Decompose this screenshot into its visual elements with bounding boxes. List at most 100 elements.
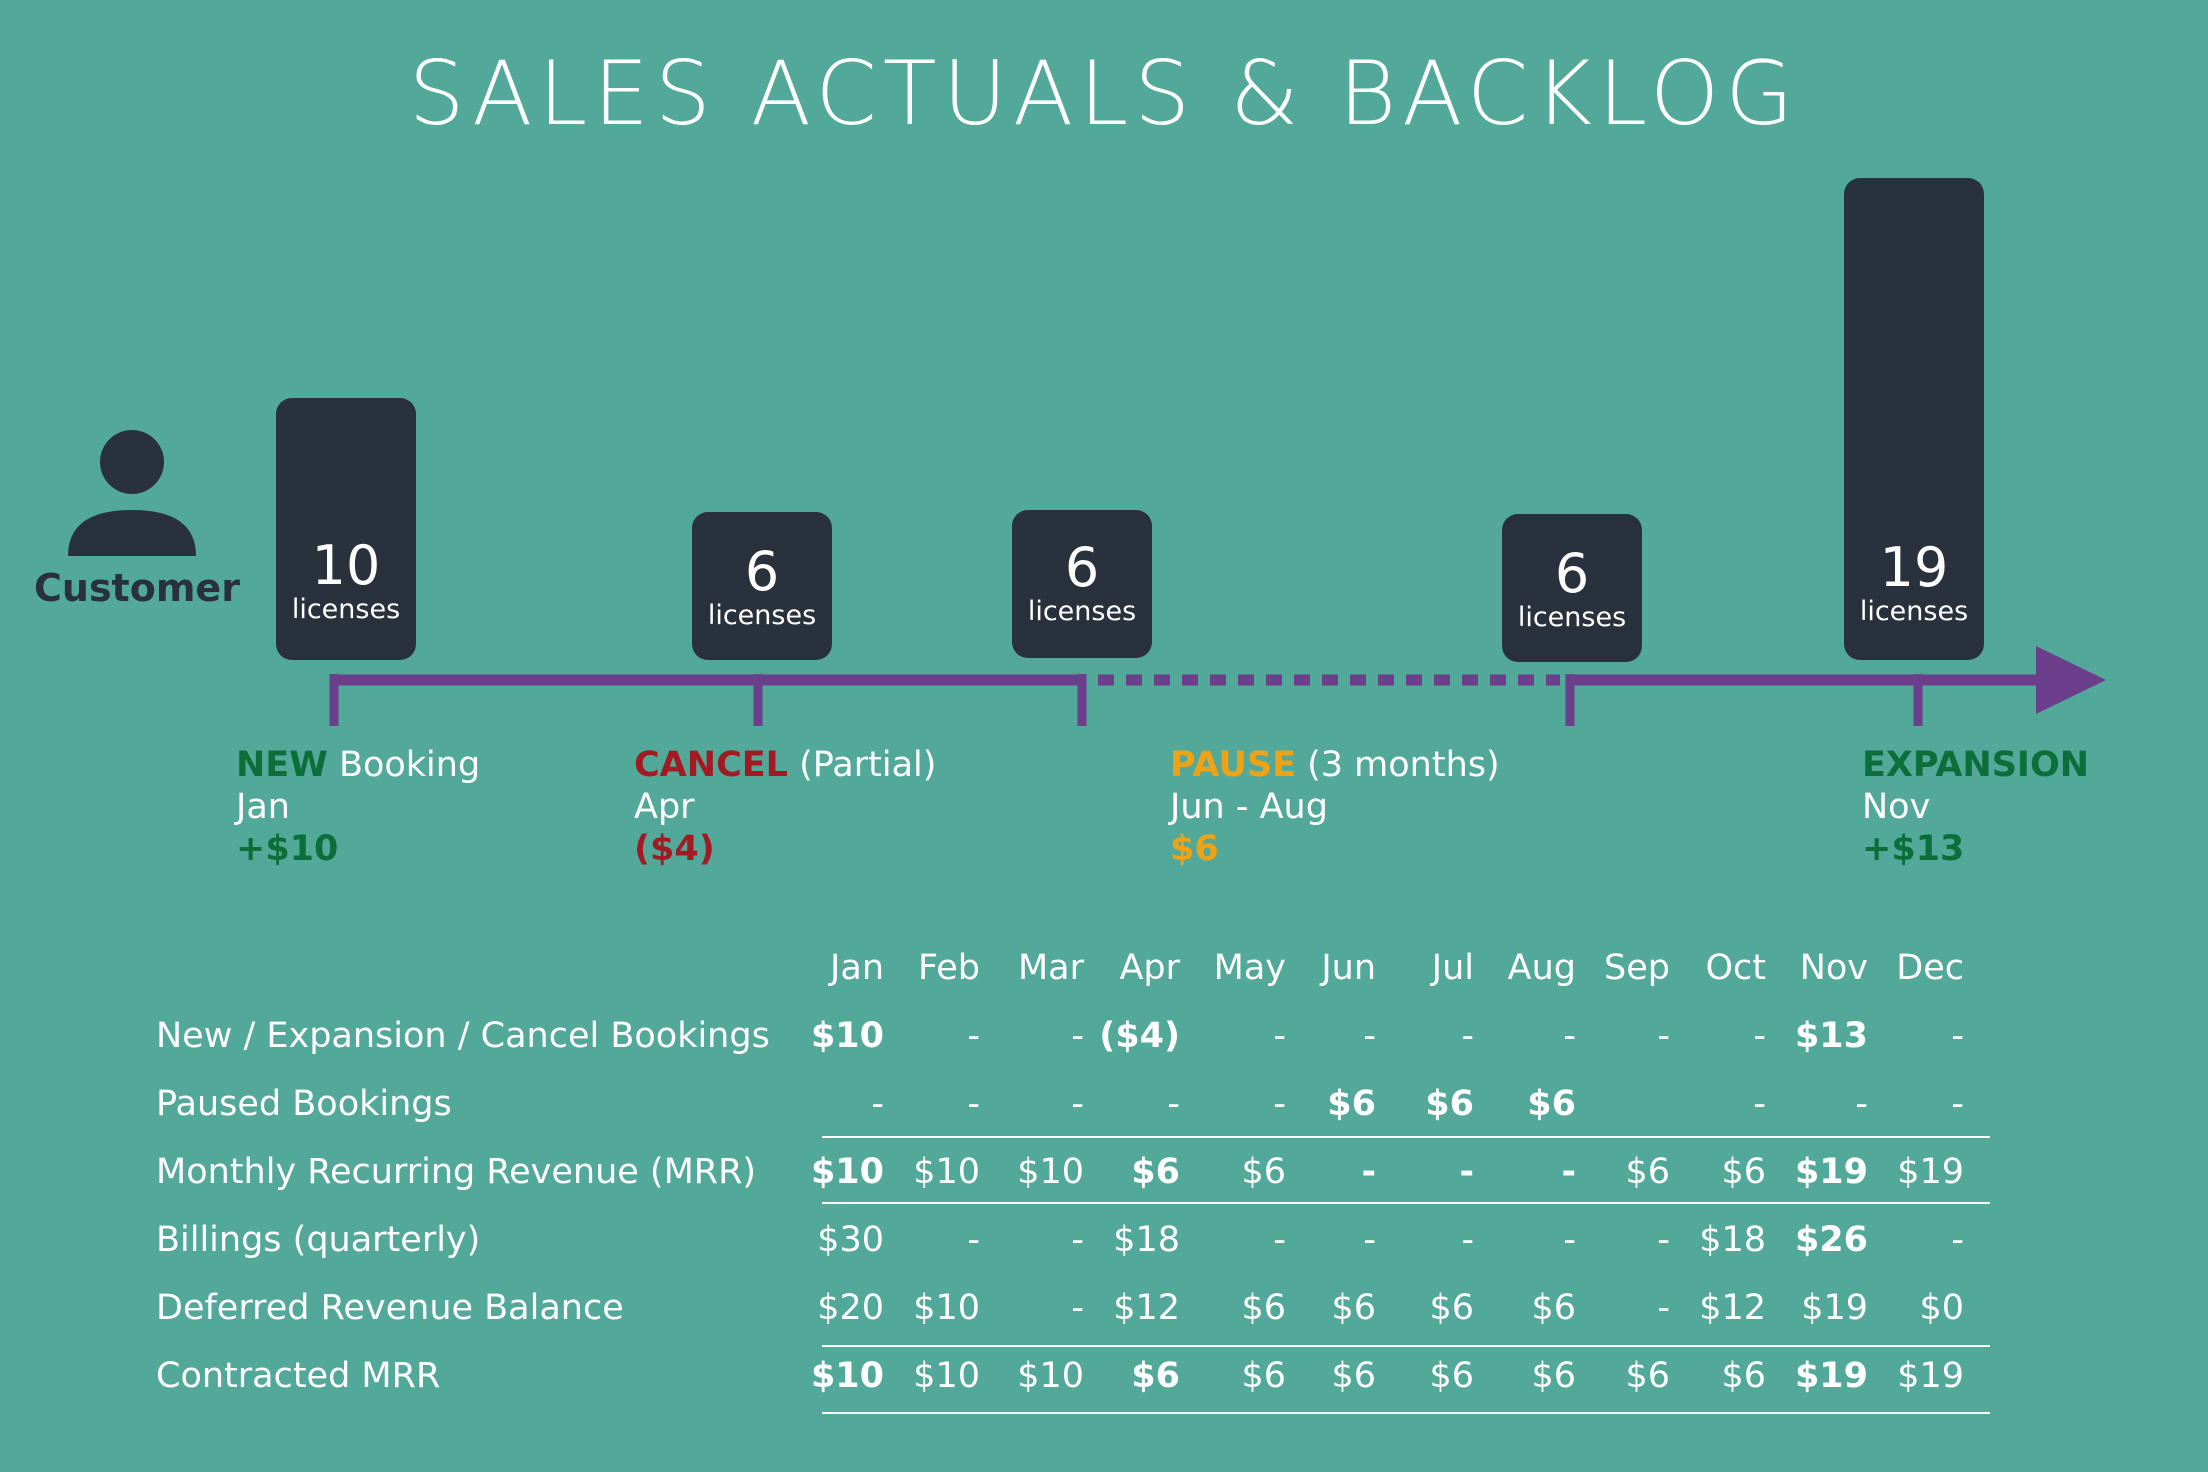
table-rule [822, 1202, 1990, 1204]
table-cell: - [1273, 1220, 1286, 1260]
event-amount: ($4) [634, 829, 715, 869]
table-cell: - [1461, 1016, 1474, 1056]
row-label: Monthly Recurring Revenue (MRR) [156, 1152, 757, 1192]
table-cell: - [1071, 1016, 1084, 1056]
event-detail: (Partial) [787, 745, 937, 785]
month-header: Nov [1799, 948, 1868, 988]
license-unit: licenses [1517, 602, 1627, 633]
table-cell: $6 [1331, 1356, 1376, 1396]
table-cell: $12 [1113, 1288, 1180, 1328]
table-cell: $6 [1531, 1288, 1576, 1328]
customer-label: Customer [34, 566, 240, 610]
month-header: Feb [918, 948, 980, 988]
table-cell: $10 [913, 1152, 980, 1192]
table-cell: - [1071, 1288, 1084, 1328]
table-cell: $18 [1113, 1220, 1180, 1260]
table-cell: $18 [1699, 1220, 1766, 1260]
table-cell: - [1071, 1220, 1084, 1260]
table-cell: $19 [1897, 1356, 1964, 1396]
table-cell: $10 [810, 1356, 884, 1396]
row-label: Contracted MRR [156, 1356, 441, 1396]
license-count: 6 [1064, 536, 1100, 599]
table-cell: - [1855, 1084, 1868, 1124]
license-box-apr: 6 licenses [692, 512, 832, 660]
table-cell: - [967, 1084, 980, 1124]
row-label: Deferred Revenue Balance [156, 1288, 624, 1328]
event-month: Jun - Aug [1170, 787, 1328, 827]
license-unit: licenses [291, 594, 401, 625]
event-amount: $6 [1170, 829, 1219, 869]
table-rule [822, 1345, 1990, 1347]
row-label: Billings (quarterly) [156, 1220, 481, 1260]
license-box-may: 6 licenses [1012, 510, 1152, 658]
table-cell: $19 [1794, 1152, 1868, 1192]
table-cell: $19 [1801, 1288, 1868, 1328]
table-cell: $13 [1794, 1016, 1868, 1056]
table-cell: $6 [1721, 1356, 1766, 1396]
month-header: Jul [1431, 948, 1474, 988]
table-cell: $6 [1327, 1084, 1376, 1124]
event-keyword: CANCEL [634, 745, 788, 785]
table-cell: $6 [1625, 1152, 1670, 1192]
table-cell: - [1951, 1084, 1964, 1124]
table-cell: - [1951, 1016, 1964, 1056]
month-header: Aug [1507, 948, 1576, 988]
table-cell: $12 [1699, 1288, 1766, 1328]
table-cell: $10 [810, 1016, 884, 1056]
license-unit: licenses [1859, 596, 1969, 627]
event-month: Apr [634, 787, 695, 827]
license-count: 19 [1879, 536, 1949, 599]
event-keyword: NEW [236, 745, 328, 785]
table-cell: - [1459, 1152, 1474, 1192]
timeline-arrowhead [2036, 646, 2106, 714]
event-amount: +$10 [236, 829, 339, 869]
event-expansion: EXPANSION Nov +$13 [1862, 744, 2089, 870]
table-cell: - [1273, 1016, 1286, 1056]
table-cell: $10 [1017, 1356, 1084, 1396]
table-cell: - [1361, 1152, 1376, 1192]
table-cell: $6 [1625, 1356, 1670, 1396]
table-cell: $6 [1531, 1356, 1576, 1396]
table-cell: $6 [1241, 1356, 1286, 1396]
table-cell: $0 [1919, 1288, 1964, 1328]
table-cell: $30 [817, 1220, 884, 1260]
table-cell: - [1561, 1152, 1576, 1192]
table-cell: $10 [1017, 1152, 1084, 1192]
table-cell: $10 [913, 1356, 980, 1396]
license-box-nov: 19 licenses [1844, 178, 1984, 660]
license-box-sep: 6 licenses [1502, 514, 1642, 662]
license-count: 6 [1554, 542, 1590, 605]
table-cell: - [1563, 1016, 1576, 1056]
table-cell: $20 [817, 1288, 884, 1328]
table-cell: - [967, 1220, 980, 1260]
month-header: May [1213, 948, 1286, 988]
license-unit: licenses [1027, 596, 1137, 627]
table-cell: - [1753, 1084, 1766, 1124]
page-title: SALES ACTUALS & BACKLOG [408, 42, 1800, 145]
event-keyword: EXPANSION [1862, 745, 2089, 785]
event-detail: (3 months) [1296, 745, 1500, 785]
table-cell: $6 [1429, 1288, 1474, 1328]
license-box-jan: 10 licenses [276, 398, 416, 660]
table-cell: $10 [913, 1288, 980, 1328]
month-header: Jun [1321, 948, 1376, 988]
event-new: NEW Booking Jan +$10 [236, 744, 480, 870]
table-cell: - [1951, 1220, 1964, 1260]
month-header: Oct [1705, 948, 1766, 988]
table-cell: $6 [1131, 1152, 1180, 1192]
table-cell: - [1657, 1016, 1670, 1056]
row-label: New / Expansion / Cancel Bookings [156, 1016, 770, 1056]
table-cell: $19 [1897, 1152, 1964, 1192]
month-header: Apr [1119, 948, 1180, 988]
table-cell: $6 [1425, 1084, 1474, 1124]
table-cell: - [1071, 1084, 1084, 1124]
table-cell: - [967, 1016, 980, 1056]
table-cell: $6 [1241, 1152, 1286, 1192]
month-header: Sep [1604, 948, 1670, 988]
event-amount: +$13 [1862, 829, 1965, 869]
event-cancel: CANCEL (Partial) Apr ($4) [634, 744, 936, 870]
table-cell: - [1461, 1220, 1474, 1260]
month-header: Dec [1896, 948, 1964, 988]
row-label: Paused Bookings [156, 1084, 452, 1124]
customer-icon [68, 430, 196, 556]
